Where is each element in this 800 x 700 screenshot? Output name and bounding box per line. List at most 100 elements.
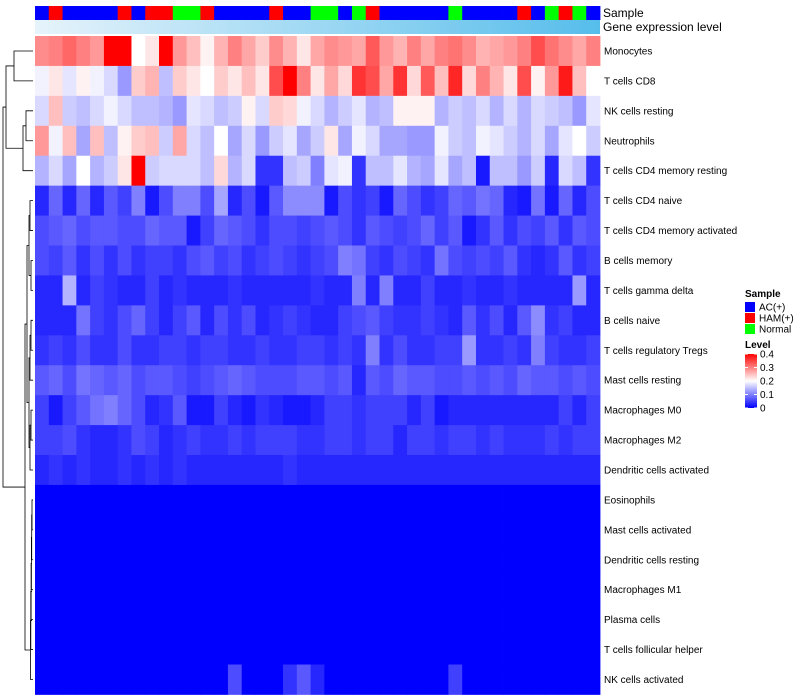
heatmap-cell: [365, 65, 380, 97]
heatmap-cell: [586, 305, 601, 336]
heatmap-cell: [365, 544, 380, 576]
heatmap-cell: [489, 335, 504, 366]
heatmap-cell: [434, 544, 449, 576]
heatmap-cell: [117, 484, 132, 516]
heatmap-cell: [503, 634, 518, 665]
heatmap-cell: [76, 395, 91, 426]
heatmap-cell: [489, 185, 504, 216]
heatmap-cell: [351, 365, 367, 396]
heatmap-cell: [255, 335, 270, 366]
heatmap-cell: [475, 455, 491, 486]
heatmap-cell: [200, 484, 215, 516]
heatmap-cell: [186, 395, 201, 426]
heatmap-cell: [310, 125, 325, 157]
heatmap-cell: [241, 455, 256, 486]
heatmap-cell: [159, 425, 174, 456]
heatmap-cell: [434, 65, 449, 97]
heatmap-cell: [365, 395, 380, 426]
heatmap-cell: [35, 455, 50, 486]
heatmap-cell: [200, 544, 215, 576]
heatmap-cell: [462, 335, 477, 366]
heatmap-cell: [558, 425, 573, 456]
heatmap-cell: [448, 425, 463, 456]
heatmap-cell: [145, 155, 160, 187]
heatmap-cell: [517, 36, 532, 67]
heatmap-cell: [241, 275, 256, 306]
heatmap-cell: [283, 514, 298, 546]
heatmap-cell: [310, 245, 325, 276]
heatmap-cell: [241, 335, 256, 366]
heatmap-cell: [117, 245, 132, 276]
row-label: T cells CD4 naive: [604, 196, 683, 207]
heatmap-cell: [351, 574, 367, 606]
heatmap-cell: [269, 664, 284, 695]
heatmap-cell: [62, 185, 77, 216]
heatmap-cell: [324, 275, 339, 306]
heatmap-cell: [131, 664, 146, 695]
heatmap-cell: [159, 155, 174, 187]
heatmap-cell: [172, 215, 187, 246]
heatmap-cell: [407, 125, 422, 157]
heatmap-cell: [227, 155, 243, 187]
heatmap-cell: [475, 36, 491, 67]
heatmap-cell: [558, 215, 573, 246]
heatmap-cell: [531, 185, 546, 216]
heatmap-cell: [131, 484, 146, 516]
heatmap-cell: [296, 36, 312, 67]
heatmap-cell: [227, 425, 243, 456]
heatmap-cell: [338, 574, 353, 606]
heatmap-cell: [351, 245, 367, 276]
heatmap-cell: [407, 155, 422, 187]
heatmap-cell: [310, 65, 325, 97]
heatmap-cell: [214, 65, 229, 97]
heatmap-cell: [503, 425, 518, 456]
heatmap-cell: [351, 275, 367, 306]
heatmap-cell: [310, 514, 325, 546]
heatmap-cell: [310, 664, 325, 695]
heatmap-cell: [255, 155, 270, 187]
heatmap-cell: [365, 36, 380, 67]
row-label: B cells memory: [604, 256, 672, 267]
heatmap-cell: [310, 185, 325, 216]
heatmap-cell: [572, 305, 587, 336]
heatmap-cell: [296, 634, 312, 665]
heatmap-cell: [407, 634, 422, 665]
heatmap-cell: [227, 275, 243, 306]
heatmap-cell: [365, 215, 380, 246]
heatmap-cell: [103, 125, 119, 157]
heatmap-cell: [255, 604, 270, 635]
heatmap-cell: [462, 365, 477, 396]
heatmap-cell: [48, 245, 63, 276]
heatmap-cell: [131, 365, 146, 396]
heatmap-cell: [172, 36, 187, 67]
heatmap-cell: [35, 514, 50, 546]
heatmap-cell: [227, 544, 243, 576]
heatmap-cell: [241, 634, 256, 665]
heatmap-cell: [365, 95, 380, 127]
heatmap-cell: [241, 36, 256, 67]
row-dendrogram: [2, 50, 33, 680]
heatmap-cell: [351, 65, 367, 97]
heatmap-cell: [103, 484, 119, 516]
heatmap-cell: [324, 245, 339, 276]
heatmap-cell: [475, 634, 491, 665]
heatmap-cell: [310, 155, 325, 187]
heatmap-cell: [227, 125, 243, 157]
heatmap-cell: [489, 275, 504, 306]
heatmap-cell: [159, 215, 174, 246]
heatmap-cell: [420, 484, 436, 516]
heatmap-cell: [531, 544, 546, 576]
heatmap-cell: [475, 305, 491, 336]
heatmap-cell: [586, 65, 601, 97]
heatmap-cell: [393, 425, 408, 456]
heatmap-cell: [517, 95, 532, 127]
heatmap-cell: [172, 634, 187, 665]
heatmap-cell: [434, 664, 449, 695]
heatmap-cell: [379, 425, 394, 456]
heatmap-cell: [200, 215, 215, 246]
heatmap-cell: [131, 574, 146, 606]
heatmap-cell: [448, 365, 463, 396]
heatmap-cell: [159, 395, 174, 426]
heatmap-cell: [351, 155, 367, 187]
heatmap-cell: [379, 514, 394, 546]
